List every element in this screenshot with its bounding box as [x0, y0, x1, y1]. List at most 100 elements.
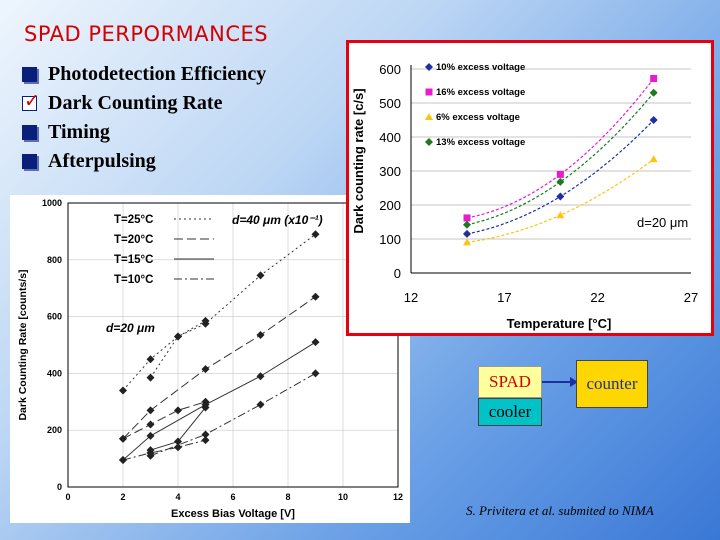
y-tick-label: 300: [379, 164, 401, 179]
legend-label: 6% excess voltage: [436, 112, 520, 123]
x-tick-label: 0: [65, 492, 70, 502]
data-point: [146, 373, 155, 382]
data-point: [649, 116, 658, 124]
data-point: [463, 238, 471, 246]
y-tick-label: 1000: [42, 198, 62, 208]
plot-frame: [67, 202, 399, 488]
data-point: [201, 316, 210, 325]
data-point: [119, 456, 127, 465]
square-bullet-icon: [22, 67, 37, 82]
data-point: [311, 292, 320, 301]
legend-label: T=10°C: [114, 274, 153, 286]
y-tick-label: 600: [47, 312, 62, 322]
data-point: [311, 230, 320, 239]
legend-label: 13% excess voltage: [436, 137, 525, 148]
annotation-d40: d=40 μm (x10⁻¹): [232, 213, 323, 227]
bullet-label: Timing: [48, 121, 110, 143]
data-point: [201, 430, 210, 439]
data-point: [556, 170, 564, 178]
legend-label: 10% excess voltage: [436, 62, 525, 73]
y-tick-label: 0: [394, 266, 401, 281]
bullet-label: Afterpulsing: [48, 150, 156, 172]
series-line: [466, 92, 655, 226]
legend-item: 16% excess voltage: [425, 87, 525, 98]
series: [463, 155, 658, 246]
x-tick-label: 8: [285, 492, 290, 502]
series: [146, 316, 210, 382]
data-point: [174, 437, 182, 446]
arrow-icon: [542, 377, 578, 387]
legend-label: T=15°C: [114, 254, 153, 266]
y-tick-label: 200: [379, 198, 401, 213]
x-tick-label: 27: [684, 290, 698, 305]
y-tick-label: 400: [379, 130, 401, 145]
data-point: [146, 431, 155, 440]
series-line: [122, 439, 206, 461]
data-point: [256, 400, 265, 409]
checkbox-checked-icon: ✓: [22, 90, 40, 112]
series: [119, 397, 210, 443]
data-point: [463, 220, 471, 229]
y-tick-label: 0: [57, 482, 62, 492]
data-point: [556, 192, 565, 201]
annotation-d20: d=20 μm: [637, 215, 688, 230]
y-tick-label: 600: [379, 62, 401, 77]
dark-count-vs-temperature-chart: 0 100 200 300 400 500 600 12 17 22 27 Temperature […: [346, 40, 714, 336]
bullet-list: Photodetection Efficiency ✓ Dark Countin…: [22, 60, 266, 176]
series: [119, 292, 320, 443]
data-point: [425, 138, 433, 146]
bullet-item: ✓ Dark Counting Rate: [22, 89, 266, 118]
y-tick-label: 800: [47, 255, 62, 265]
series: [119, 436, 210, 465]
data-point: [650, 75, 658, 83]
x-tick-label: 12: [393, 492, 403, 502]
y-tick-label: 100: [379, 232, 401, 247]
bullet-item: Afterpulsing: [22, 147, 266, 176]
data-point: [119, 386, 127, 395]
data-point: [649, 155, 658, 163]
data-point: [201, 436, 210, 445]
bullet-item: Photodetection Efficiency: [22, 60, 266, 89]
data-point: [463, 214, 471, 222]
y-tick-label: 200: [47, 425, 62, 435]
data-point: [311, 369, 320, 378]
x-axis-label: Excess Bias Voltage [V]: [171, 508, 295, 520]
data-point: [556, 211, 565, 219]
data-point: [146, 355, 155, 364]
data-point: [256, 372, 265, 381]
data-point: [174, 443, 182, 452]
data-point: [425, 113, 433, 120]
y-axis-label: Dark Counting Rate [counts/s]: [17, 269, 29, 420]
bullet-label: Dark Counting Rate: [48, 92, 223, 114]
data-point: [556, 177, 565, 186]
dark-count-vs-temperature-svg: 0 100 200 300 400 500 600 12 17 22 27 Temperature […: [351, 62, 698, 331]
x-tick-label: 22: [590, 290, 604, 305]
x-tick-label: 2: [120, 492, 125, 502]
x-tick-label: 4: [175, 492, 180, 502]
spad-box: SPAD: [478, 366, 542, 398]
data-point: [311, 338, 320, 347]
data-point: [174, 406, 182, 415]
bullet-label: Photodetection Efficiency: [48, 63, 267, 85]
data-point: [146, 406, 155, 415]
x-tick-label: 10: [338, 492, 348, 502]
dark-count-vs-bias-chart: 0 2 4 6 8 10 12 0 200 400 600 800 1000 Excess Bias Vo…: [10, 195, 410, 523]
data-point: [201, 397, 210, 406]
y-axis-label: Dark counting rate [c/s]: [351, 88, 366, 233]
series-line: [466, 78, 655, 219]
x-tick-label: 12: [404, 290, 418, 305]
data-point: [174, 332, 182, 341]
series: [463, 75, 658, 222]
series-line: [150, 320, 206, 378]
data-point: [146, 420, 155, 429]
y-tick-label: 400: [47, 368, 62, 378]
legend-item: 10% excess voltage: [425, 62, 525, 73]
legend-label: T=25°C: [114, 214, 153, 226]
series-line: [122, 401, 206, 440]
slide-title: SPAD PERPORMANCES: [24, 22, 269, 46]
data-point: [463, 229, 471, 238]
bullet-item: Timing: [22, 118, 266, 147]
data-point: [201, 365, 210, 374]
series-line: [122, 296, 316, 440]
